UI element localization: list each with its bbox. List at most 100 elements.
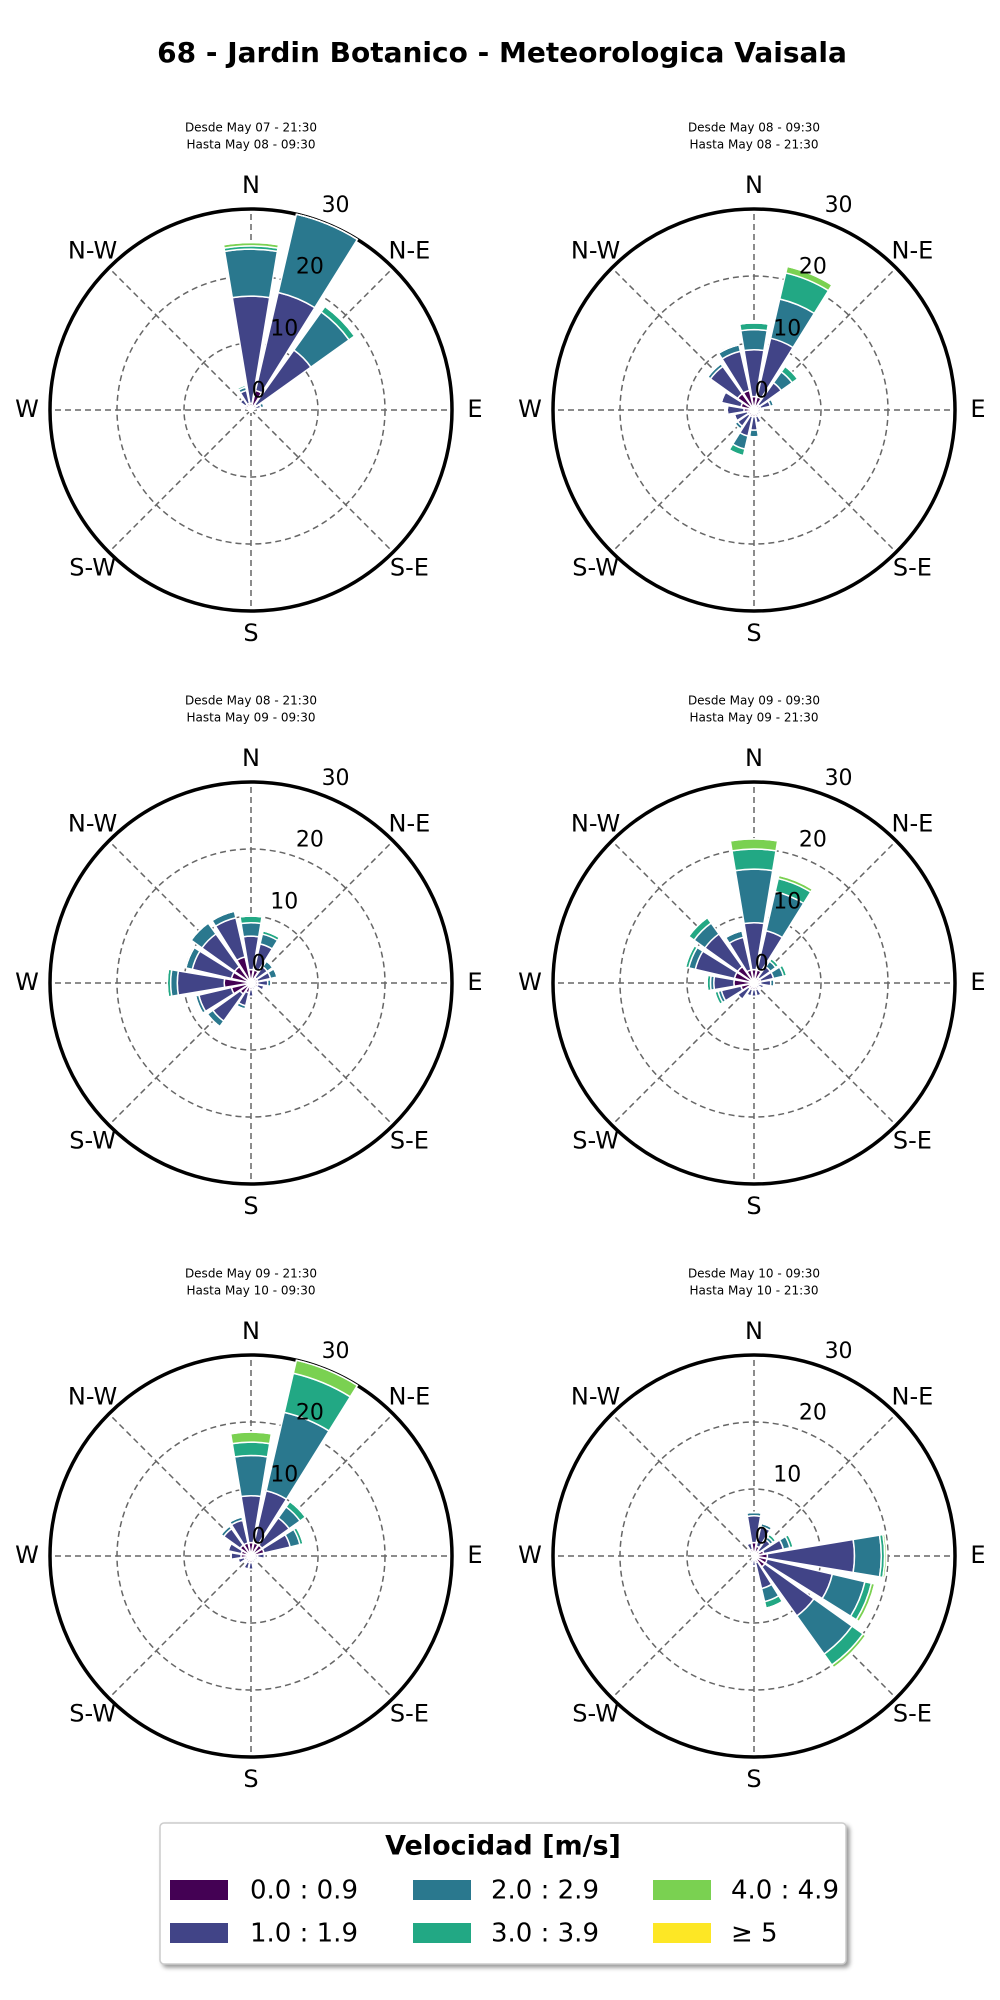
direction-label: N-W	[68, 1383, 117, 1411]
spoke	[753, 1413, 897, 1557]
r-tick-label: 10	[773, 317, 801, 342]
direction-label: N	[242, 171, 260, 199]
direction-label: W	[518, 1541, 542, 1569]
bar-segment	[261, 402, 265, 408]
bar-segment	[324, 305, 356, 337]
direction-label: W	[15, 1541, 39, 1569]
legend-label: 1.0 : 1.9	[250, 1919, 358, 1949]
legend-label: ≥ 5	[731, 1919, 778, 1949]
direction-label: S	[243, 1765, 258, 1793]
subtitle: Desde May 08 - 09:30	[688, 121, 820, 135]
spoke	[250, 1555, 394, 1699]
spoke	[250, 840, 394, 984]
bar-segment	[728, 449, 744, 457]
direction-label: N	[242, 744, 260, 772]
subtitle: Hasta May 10 - 09:30	[187, 1284, 316, 1298]
r-tick-label: 10	[773, 1463, 801, 1488]
bar-segment	[761, 1522, 773, 1529]
direction-label: N	[242, 1317, 260, 1345]
bar-segment	[706, 975, 709, 991]
subtitle: Hasta May 10 - 21:30	[690, 1284, 819, 1298]
grid-ring	[619, 1421, 889, 1691]
direction-label: S	[243, 619, 258, 647]
legend-swatch	[413, 1880, 471, 1900]
bar-segment	[223, 241, 279, 246]
bar-segment	[230, 1431, 272, 1435]
direction-label: N-E	[892, 1383, 934, 1411]
r-tick-label: 10	[270, 317, 298, 342]
main-title: 68 - Jardin Botanico - Meteorologica Vai…	[157, 36, 847, 69]
bar-segment	[240, 921, 262, 938]
direction-label: S-W	[572, 1126, 619, 1154]
spoke	[250, 409, 394, 553]
direction-label: E	[970, 395, 985, 423]
direction-label: N	[745, 744, 763, 772]
spoke	[108, 409, 252, 553]
bar-segment	[229, 1431, 273, 1445]
subtitle: Hasta May 08 - 09:30	[187, 138, 316, 152]
outer-ring	[551, 207, 957, 613]
subtitle: Desde May 08 - 21:30	[185, 694, 317, 708]
direction-label: S-W	[572, 1699, 619, 1727]
bar-segment	[750, 1561, 753, 1564]
bar-segment	[784, 365, 799, 380]
bar-segment	[734, 868, 774, 925]
bar-segment	[746, 1511, 762, 1514]
bar-segment	[852, 1534, 882, 1578]
r-tick-label: 20	[296, 828, 324, 853]
bar-segment	[787, 1534, 794, 1548]
bar-segment	[770, 398, 775, 406]
r-tick-label: 30	[825, 1339, 853, 1364]
direction-label: S-W	[69, 1699, 116, 1727]
bar-segment	[729, 838, 779, 852]
legend-swatch	[413, 1923, 471, 1943]
bar-segment	[233, 1454, 269, 1498]
direction-label: S	[746, 1192, 761, 1220]
direction-label: S	[746, 1765, 761, 1793]
direction-label: N-E	[892, 237, 934, 265]
bar-segment	[858, 1583, 876, 1622]
r-tick-label: 0	[755, 1525, 769, 1550]
direction-label: N-W	[571, 237, 620, 265]
direction-label: N	[745, 171, 763, 199]
direction-label: S	[243, 1192, 258, 1220]
spoke	[108, 1555, 252, 1699]
bar-segment	[243, 1566, 249, 1570]
spoke	[250, 982, 394, 1126]
bar-segment	[733, 414, 738, 422]
direction-label: S-E	[893, 553, 932, 581]
direction-label: S-E	[390, 553, 429, 581]
direction-label: S-E	[390, 1699, 429, 1727]
r-tick-label: 0	[252, 952, 266, 977]
bar-segment	[731, 848, 777, 872]
direction-label: W	[518, 968, 542, 996]
bar-segment	[220, 1525, 231, 1536]
direction-label: N-W	[68, 810, 117, 838]
bar-segment	[296, 213, 358, 241]
r-tick-label: 0	[755, 379, 769, 404]
r-tick-label: 10	[270, 1463, 298, 1488]
direction-label: E	[970, 968, 985, 996]
grid-ring	[116, 1421, 386, 1691]
grid-ring	[116, 848, 386, 1118]
legend-swatch	[653, 1880, 711, 1900]
subtitle: Desde May 09 - 21:30	[185, 1267, 317, 1281]
outer-ring	[551, 1353, 957, 1759]
direction-label: S	[746, 619, 761, 647]
legend-label: 2.0 : 2.9	[491, 1876, 599, 1906]
legend-label: 3.0 : 3.9	[491, 1919, 599, 1949]
direction-label: W	[15, 395, 39, 423]
direction-label: E	[970, 1541, 985, 1569]
spoke	[753, 982, 897, 1126]
direction-label: S-E	[893, 1126, 932, 1154]
legend-label: 0.0 : 0.9	[250, 1876, 358, 1906]
r-tick-label: 10	[773, 890, 801, 915]
direction-label: S-W	[572, 553, 619, 581]
bar-segment	[231, 1441, 271, 1458]
direction-label: N-E	[892, 810, 934, 838]
bar-segment	[687, 916, 708, 937]
r-tick-label: 30	[825, 766, 853, 791]
direction-label: N-E	[389, 1383, 431, 1411]
direction-label: N	[745, 1317, 763, 1345]
